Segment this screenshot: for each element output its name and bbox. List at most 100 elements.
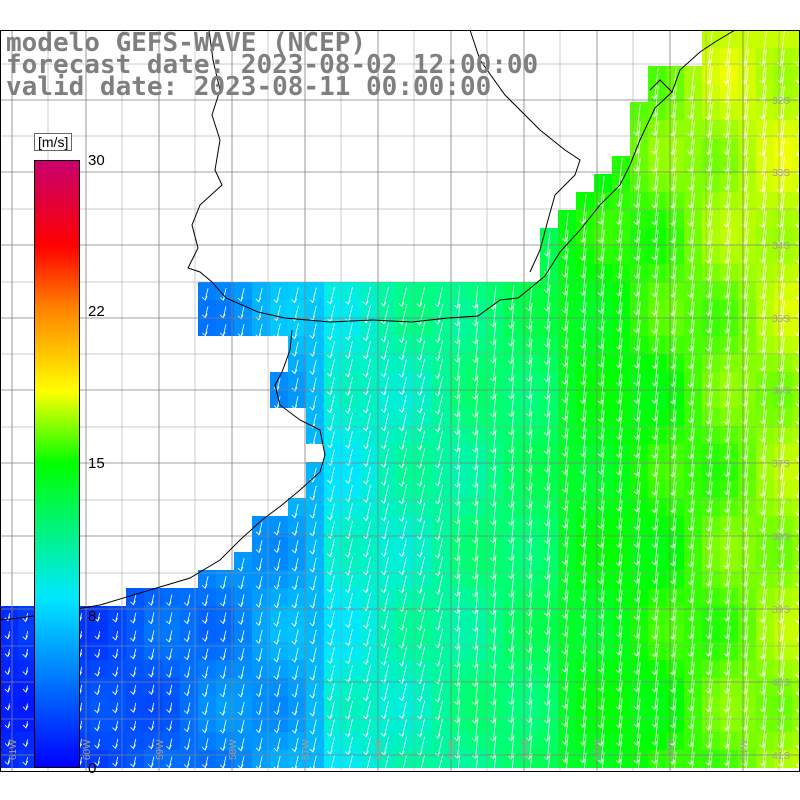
wind-cell: [360, 534, 378, 552]
wind-arrow: [618, 320, 623, 350]
wind-arrow: [365, 610, 371, 629]
wind-arrow-head: [543, 306, 550, 312]
wind-arrow: [276, 702, 281, 715]
wind-arrow-head: [309, 729, 316, 735]
wind-arrow-head: [669, 256, 676, 262]
wind-arrow: [618, 410, 623, 440]
wind-cell: [306, 318, 324, 336]
wind-arrow: [365, 502, 371, 521]
wind-arrow: [347, 538, 354, 558]
wind-cell: [342, 498, 360, 516]
wind-cell: [630, 426, 648, 444]
wind-arrow-head: [490, 340, 496, 346]
wind-arrow-head: [166, 726, 172, 732]
wind-cell: [612, 534, 630, 552]
wind-arrow-head: [4, 652, 11, 658]
wind-arrow: [456, 555, 461, 579]
wind-arrow-head: [237, 620, 244, 625]
wind-arrow: [636, 248, 641, 279]
wind-cell: [432, 570, 450, 588]
wind-cell: [792, 660, 800, 678]
wind-arrow-head: [490, 682, 496, 688]
wind-cell: [792, 102, 800, 120]
wind-arrow: [258, 593, 263, 608]
wind-arrow: [672, 625, 677, 658]
wind-arrow: [347, 736, 353, 755]
wind-cell: [288, 354, 306, 372]
wind-arrow-head: [597, 256, 604, 262]
wind-arrow: [780, 391, 785, 424]
wind-arrow: [347, 593, 353, 611]
wind-arrow: [330, 431, 335, 448]
wind-cell: [738, 102, 756, 120]
wind-arrow-head: [508, 574, 514, 580]
wind-arrow-head: [687, 472, 694, 478]
wind-cell: [324, 336, 342, 354]
wind-arrow: [276, 665, 281, 680]
wind-arrow: [312, 323, 317, 339]
wind-arrow-head: [344, 372, 351, 378]
wind-arrow: [690, 463, 695, 495]
wind-arrow: [546, 591, 551, 617]
wind-arrow-head: [633, 273, 640, 279]
wind-arrow: [258, 629, 263, 644]
wind-arrow-head: [615, 687, 622, 692]
wind-arrow: [510, 555, 515, 579]
wind-arrow-head: [597, 686, 604, 692]
wind-arrow: [168, 756, 173, 768]
wind-cell: [756, 48, 774, 66]
wind-arrow: [347, 358, 353, 377]
wind-cell: [684, 462, 702, 480]
wind-cell: [378, 624, 396, 642]
wind-arrow-head: [705, 545, 712, 551]
wind-arrow-head: [526, 430, 532, 436]
wind-arrow: [312, 593, 317, 608]
wind-arrow-head: [759, 187, 765, 193]
wind-arrow: [528, 753, 533, 778]
wind-arrow: [762, 463, 767, 497]
wind-arrow: [347, 664, 353, 683]
wind-arrow-head: [741, 61, 747, 67]
wind-arrow-head: [309, 765, 316, 771]
wind-arrow-head: [705, 634, 712, 639]
wind-cell: [792, 570, 800, 588]
wind-arrow: [744, 607, 749, 640]
wind-arrow-head: [398, 426, 405, 432]
wind-arrow-head: [777, 707, 784, 713]
wind-cell: [684, 390, 702, 408]
wind-arrow-head: [507, 629, 514, 635]
wind-cell: [396, 480, 414, 498]
wind-arrow: [708, 319, 713, 351]
wind-cell: [792, 228, 800, 246]
wind-arrow-head: [380, 337, 387, 343]
wind-cell: [666, 372, 684, 390]
wind-arrow-head: [705, 222, 711, 228]
wind-arrow-head: [561, 667, 568, 673]
wind-arrow: [564, 680, 569, 709]
wind-arrow: [564, 374, 569, 403]
wind-arrow-head: [454, 609, 460, 615]
wind-cell: [414, 552, 432, 570]
wind-arrow-head: [561, 649, 568, 655]
wind-arrow-head: [615, 202, 622, 208]
wind-arrow: [528, 645, 533, 671]
wind-arrow-head: [544, 556, 550, 562]
wind-arrow: [240, 701, 245, 716]
wind-arrow-head: [344, 552, 351, 558]
wind-arrow: [762, 67, 767, 101]
wind-arrow-head: [687, 257, 694, 263]
wind-arrow: [456, 285, 461, 309]
wind-arrow-head: [579, 417, 586, 422]
wind-arrow-head: [490, 520, 496, 526]
wind-arrow-head: [508, 611, 514, 616]
wind-arrow: [240, 594, 245, 607]
wind-cell: [288, 660, 306, 678]
wind-arrow: [312, 737, 317, 753]
wind-arrow-head: [380, 408, 387, 414]
wind-cell: [288, 750, 306, 768]
wind-cell: [396, 426, 414, 444]
wind-cell: [270, 660, 288, 678]
wind-arrow-head: [633, 597, 640, 603]
wind-arrow-head: [148, 690, 154, 696]
wind-arrow: [474, 375, 479, 400]
